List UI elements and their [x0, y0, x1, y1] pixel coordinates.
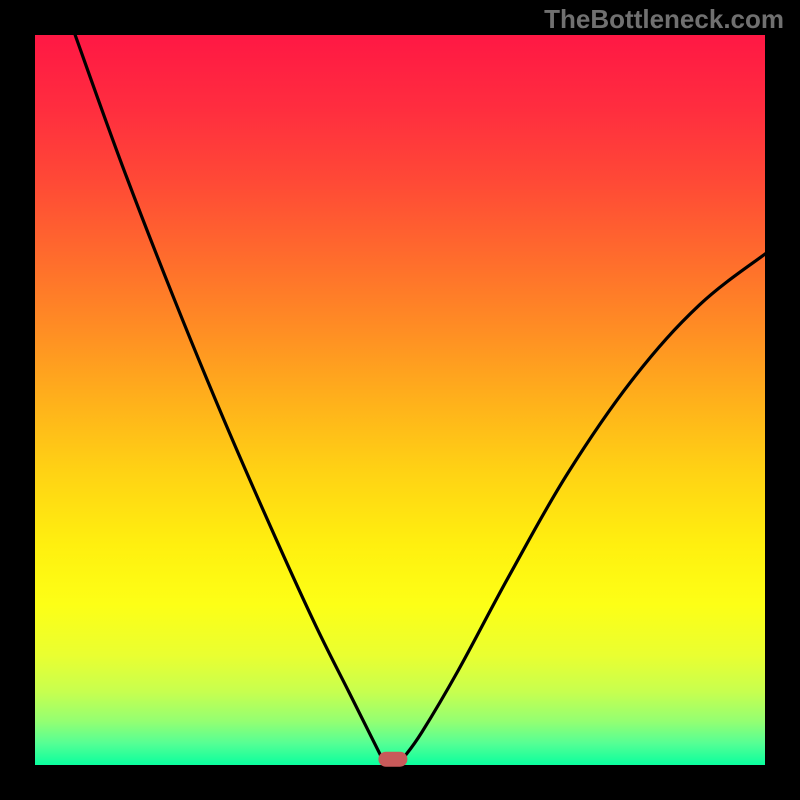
- plot-area: [35, 35, 765, 765]
- watermark-label: TheBottleneck.com: [544, 4, 784, 35]
- chart-frame: TheBottleneck.com: [0, 0, 800, 800]
- bottleneck-curve: [35, 35, 765, 765]
- minimum-marker: [378, 752, 407, 767]
